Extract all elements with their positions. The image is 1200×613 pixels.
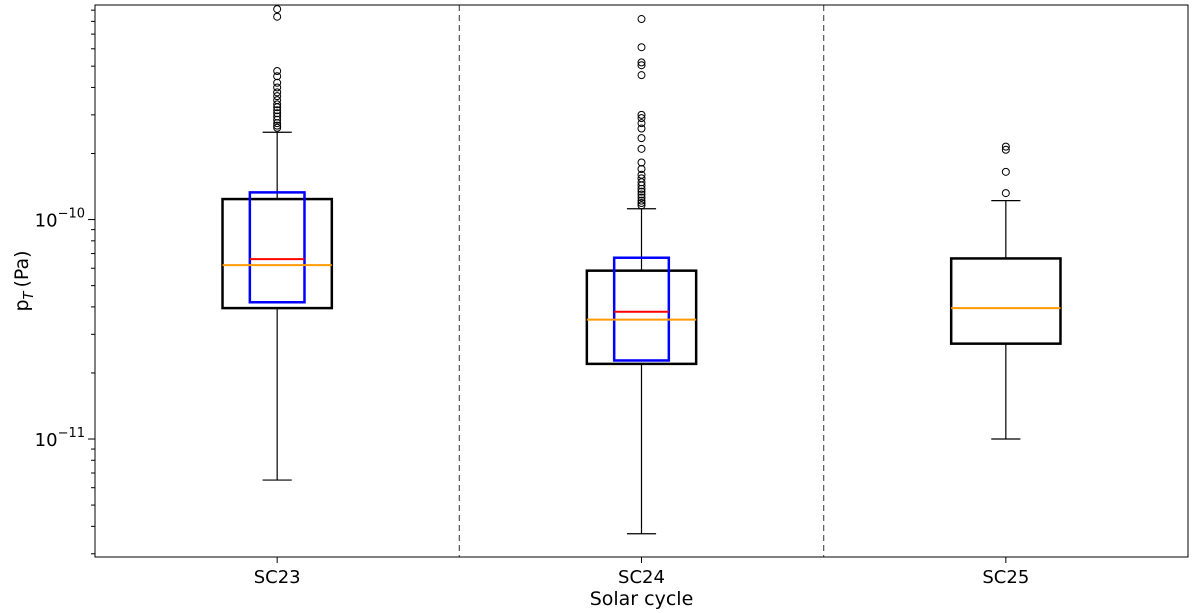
outlier-point	[273, 78, 282, 87]
x-tick-label: SC25	[982, 567, 1029, 588]
outlier-point	[637, 187, 646, 196]
box-group-sc23	[221, 5, 334, 481]
y-tick-exponent: −11	[58, 426, 85, 441]
box-group-sc25	[949, 142, 1062, 440]
outlier-point	[273, 83, 282, 92]
box-group-sc24	[585, 15, 698, 535]
iqr-box	[949, 257, 1062, 345]
outlier-point	[637, 119, 646, 128]
overlay-box	[248, 191, 306, 304]
outlier-point	[637, 198, 646, 207]
outlier-point	[637, 193, 646, 202]
outlier-point	[637, 114, 646, 123]
outlier-point	[273, 12, 282, 21]
y-axis-label-sub: T	[22, 290, 37, 299]
x-tick-label: SC23	[254, 567, 301, 588]
outlier-point	[637, 134, 646, 143]
outlier-point	[637, 174, 646, 183]
outlier-point	[273, 112, 282, 121]
y-axis-label: pT (Pa)	[11, 250, 37, 311]
outlier-point	[637, 110, 646, 119]
overlay-box	[612, 256, 671, 362]
outlier-point	[273, 5, 282, 14]
outlier-point	[637, 43, 646, 52]
outlier-point	[273, 88, 282, 97]
outlier-point	[637, 196, 646, 205]
outlier-point	[273, 115, 282, 124]
box-groups	[221, 5, 1062, 535]
outlier-point	[637, 124, 646, 133]
y-tick-exponent: −10	[58, 207, 85, 222]
y-tick-base: 10	[35, 430, 58, 451]
outlier-point	[1001, 145, 1010, 154]
outlier-point	[273, 72, 282, 81]
y-tick-label: 10−11	[35, 426, 85, 451]
iqr-box	[585, 269, 698, 366]
y-tick-base: 10	[35, 211, 58, 232]
outlier-point	[637, 58, 646, 67]
outlier-point	[637, 15, 646, 24]
outlier-point	[637, 144, 646, 153]
outlier-point	[637, 190, 646, 199]
outlier-point	[637, 201, 646, 210]
outlier-point	[637, 61, 646, 70]
outlier-point	[273, 92, 282, 101]
outlier-point	[273, 67, 282, 76]
outlier-point	[1001, 142, 1010, 151]
x-axis: SC23 SC24 SC25	[254, 557, 1029, 588]
iqr-box	[221, 197, 334, 310]
outlier-point	[273, 106, 282, 115]
outlier-point	[637, 71, 646, 80]
outlier-point	[273, 121, 282, 130]
y-tick-label: 10−10	[35, 207, 85, 232]
outlier-point	[1001, 189, 1010, 198]
outlier-point	[273, 100, 282, 109]
outlier-point	[273, 96, 282, 105]
outlier-point	[1001, 167, 1010, 176]
outlier-point	[273, 123, 282, 132]
y-axis-label-unit: (Pa)	[11, 250, 33, 287]
separators	[458, 5, 825, 557]
x-axis-label: Solar cycle	[590, 588, 694, 610]
x-tick-label: SC24	[618, 567, 665, 588]
outlier-point	[637, 158, 646, 167]
outlier-point	[637, 170, 646, 179]
outlier-point	[273, 109, 282, 118]
y-axis-label-main: p	[11, 299, 33, 311]
